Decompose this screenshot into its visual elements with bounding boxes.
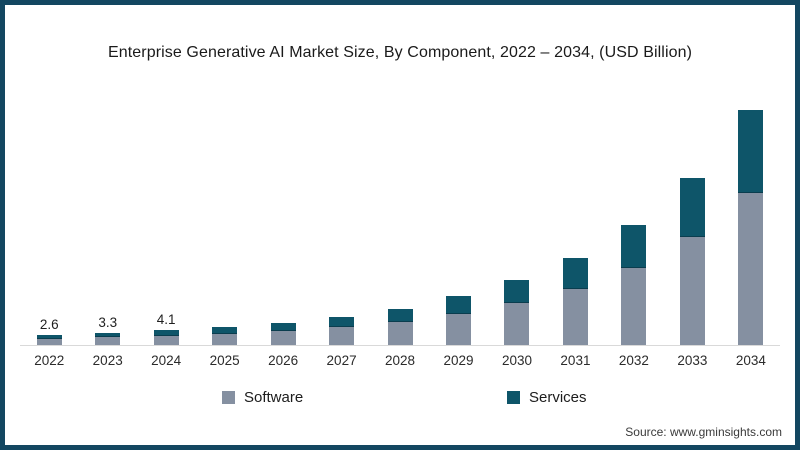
bar-column-2032 <box>605 90 663 345</box>
stacked-bar-2027 <box>329 317 355 345</box>
software-segment <box>212 333 238 345</box>
bar-column-2030 <box>488 90 546 345</box>
x-axis-label-2025: 2025 <box>209 353 240 368</box>
services-segment <box>621 224 647 268</box>
x-axis-label-2027: 2027 <box>326 353 357 368</box>
x-axis-label-2023: 2023 <box>92 353 123 368</box>
bar-column-2031 <box>546 90 604 345</box>
services-segment <box>270 322 296 332</box>
services-segment <box>679 177 705 238</box>
software-segment <box>621 267 647 345</box>
legend-label-software: Software <box>244 389 304 406</box>
software-segment <box>270 331 296 345</box>
software-segment <box>387 321 413 345</box>
software-segment <box>153 335 179 345</box>
services-segment <box>504 279 530 304</box>
software-segment <box>504 303 530 345</box>
services-segment <box>329 317 355 328</box>
stacked-bar-2023 <box>95 332 121 345</box>
stacked-bar-2024 <box>153 329 179 345</box>
stacked-bar-2032 <box>621 224 647 345</box>
legend-item-software: Software <box>222 389 303 406</box>
bar-column-2028 <box>371 90 429 345</box>
stacked-bar-2029 <box>446 295 472 345</box>
x-axis-label-2033: 2033 <box>677 353 708 368</box>
stacked-bar-2033 <box>679 177 705 345</box>
stacked-bar-2034 <box>738 110 764 345</box>
services-segment <box>387 308 413 322</box>
bar-column-2026 <box>254 90 312 345</box>
stacked-bar-2022 <box>36 335 62 345</box>
services-segment <box>95 332 121 338</box>
software-segment <box>95 337 121 345</box>
bar-column-2025 <box>195 90 253 345</box>
software-segment <box>329 327 355 345</box>
x-axis-label-2031: 2031 <box>560 353 591 368</box>
services-segment <box>36 335 62 340</box>
stacked-bar-2028 <box>387 308 413 345</box>
x-axis-label-2034: 2034 <box>735 353 766 368</box>
legend-label-services: Services <box>529 389 587 406</box>
x-axis-label-2022: 2022 <box>34 353 65 368</box>
services-segment <box>562 258 588 289</box>
services-segment <box>738 110 764 194</box>
bar-value-label: 3.3 <box>98 314 118 330</box>
bar-column-2029 <box>429 90 487 345</box>
bar-column-2033 <box>663 90 721 345</box>
x-axis-label-2028: 2028 <box>385 353 416 368</box>
services-segment <box>446 295 472 314</box>
source-attribution: Source: www.gminsights.com <box>625 425 782 439</box>
stacked-bar-2031 <box>562 258 588 345</box>
software-segment <box>679 237 705 345</box>
x-axis-label-2032: 2032 <box>618 353 649 368</box>
stacked-bar-2025 <box>212 326 238 345</box>
x-axis-label-2029: 2029 <box>443 353 474 368</box>
services-segment <box>153 329 179 336</box>
services-segment <box>212 326 238 334</box>
chart-title: Enterprise Generative AI Market Size, By… <box>107 44 693 61</box>
software-segment <box>446 313 472 345</box>
software-segment <box>36 339 62 345</box>
x-axis-label-2026: 2026 <box>268 353 299 368</box>
bar-value-label: 2.6 <box>39 317 59 333</box>
plot-area: 2.6 3.3 4.1 <box>20 90 780 346</box>
x-axis-label-2024: 2024 <box>151 353 182 368</box>
bar-column-2024: 4.1 <box>137 90 195 345</box>
legend-item-services: Services <box>507 389 587 406</box>
bar-value-label: 4.1 <box>156 311 176 327</box>
bar-column-2023: 3.3 <box>78 90 136 345</box>
bar-column-2034 <box>722 90 780 345</box>
x-axis-label-2030: 2030 <box>501 353 532 368</box>
stacked-bar-2026 <box>270 322 296 345</box>
stacked-bar-2030 <box>504 279 530 345</box>
legend-swatch-services-icon <box>507 391 520 404</box>
bar-column-2027 <box>312 90 370 345</box>
bar-column-2022: 2.6 <box>20 90 78 345</box>
x-axis-labels: 2022 2023 2024 2025 2026 2027 2028 2029 2030 2031… <box>20 353 780 368</box>
software-segment <box>738 193 764 345</box>
legend-swatch-software-icon <box>222 391 235 404</box>
software-segment <box>562 288 588 345</box>
